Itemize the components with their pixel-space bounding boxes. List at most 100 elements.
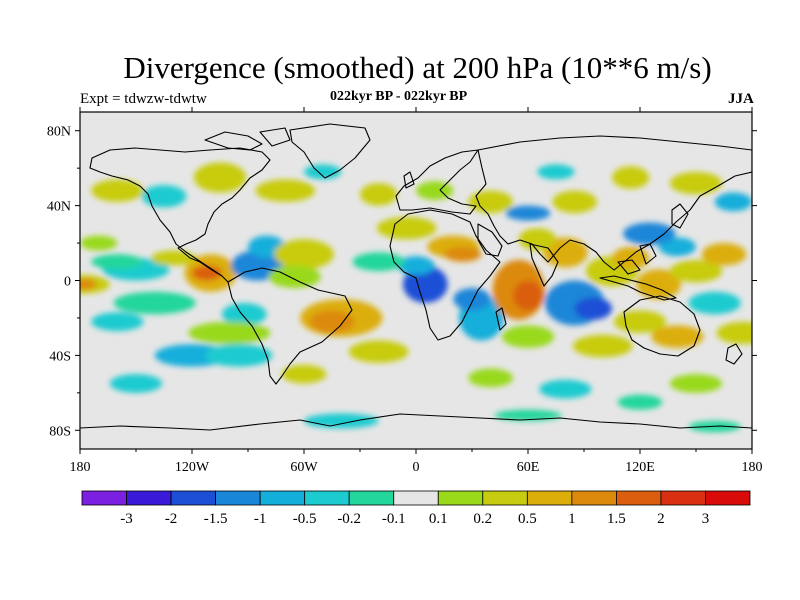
divergence-patch xyxy=(505,205,551,221)
lon-label: 120E xyxy=(625,460,655,475)
colorbar-label: -0.1 xyxy=(382,511,406,527)
divergence-patch xyxy=(309,310,355,333)
divergence-patch xyxy=(636,269,682,300)
lon-label: 180 xyxy=(70,460,91,475)
coast-arctic-islands xyxy=(204,127,291,151)
divergence-patch xyxy=(352,252,405,272)
divergence-patch xyxy=(542,237,588,268)
colorbar-label: -1.5 xyxy=(204,511,228,527)
colorbar-label: -0.5 xyxy=(293,511,317,527)
divergence-patch xyxy=(274,239,334,270)
colorbar-label: -3 xyxy=(120,511,133,527)
divergence-patch xyxy=(91,312,144,332)
divergence-patch xyxy=(539,379,592,399)
divergence-patch xyxy=(91,254,144,270)
lon-label: 60W xyxy=(290,460,318,475)
colorbar-label: 1.5 xyxy=(607,511,626,527)
colorbar-swatch xyxy=(170,490,216,506)
period-subtitle: 022kyr BP - 022kyr BP xyxy=(330,89,468,104)
coast-south-america xyxy=(227,267,353,385)
divergence-patch xyxy=(612,166,650,189)
divergence-patch xyxy=(268,265,321,288)
colorbar-swatch xyxy=(81,490,127,506)
divergence-patch xyxy=(468,190,514,214)
divergence-patch xyxy=(453,287,491,311)
divergence-patch xyxy=(376,216,437,240)
colorbar: -3 -2 -1.5 -1 -0.5 -0.2 -0.1 0.1 0.2 0.5 1 1.5 2 3 xyxy=(81,490,751,527)
divergence-patch xyxy=(518,228,556,251)
colorbar-label: -0.2 xyxy=(337,511,361,527)
divergence-patch xyxy=(513,280,543,311)
coast-africa xyxy=(389,209,501,341)
divergence-patch xyxy=(397,256,435,275)
divergence-patch xyxy=(221,302,267,326)
divergence-patch xyxy=(141,185,187,208)
colorbar-swatch xyxy=(482,490,528,506)
chart-title: Divergence (smoothed) at 200 hPa (10**6 … xyxy=(123,50,712,85)
divergence-patch xyxy=(716,321,752,345)
divergence-field xyxy=(80,162,752,433)
lat-label: 40S xyxy=(49,349,71,364)
colorbar-swatch xyxy=(304,490,350,506)
colorbar-swatch xyxy=(616,490,662,506)
divergence-patch xyxy=(444,246,482,262)
divergence-patch xyxy=(658,237,696,257)
latitude-axis: 80N 40N 0 40S 80S xyxy=(47,125,757,439)
divergence-patch xyxy=(617,394,663,410)
divergence-patch xyxy=(304,413,379,429)
divergence-patch xyxy=(205,344,273,367)
divergence-patch xyxy=(150,250,196,266)
colorbar-swatch xyxy=(126,490,172,506)
coast-new-zealand xyxy=(725,343,743,365)
colorbar-swatch xyxy=(393,490,439,506)
divergence-patch xyxy=(669,171,723,195)
divergence-patch xyxy=(552,190,598,214)
lat-label: 0 xyxy=(64,275,71,290)
lat-label: 80N xyxy=(47,125,71,140)
divergence-patch xyxy=(574,297,612,320)
divergence-patch xyxy=(192,265,222,281)
divergence-patch xyxy=(188,321,271,345)
divergence-patch xyxy=(91,179,144,202)
coast-antarctica xyxy=(80,413,752,431)
coast-asia xyxy=(475,135,752,271)
divergence-patch xyxy=(360,183,398,206)
divergence-patch xyxy=(494,409,562,421)
colorbar-label: -2 xyxy=(165,511,178,527)
divergence-patch xyxy=(468,368,514,388)
experiment-label: Expt = tdwzw-tdwtw xyxy=(80,91,207,107)
coast-australia xyxy=(623,295,701,357)
divergence-patch xyxy=(281,364,327,384)
divergence-patch xyxy=(688,291,741,315)
divergence-patch xyxy=(80,278,97,290)
colorbar-label: 0.5 xyxy=(518,511,537,527)
lat-label: 80S xyxy=(49,424,71,439)
colorbar-label: 0.2 xyxy=(473,511,492,527)
lon-label: 60E xyxy=(517,460,540,475)
colorbar-swatch xyxy=(348,490,395,506)
coast-india xyxy=(529,243,559,287)
colorbar-swatch xyxy=(259,490,306,506)
colorbar-swatch xyxy=(705,490,751,506)
divergence-patch xyxy=(109,374,163,393)
divergence-patch xyxy=(669,374,723,393)
colorbar-label: 1 xyxy=(568,511,576,527)
lat-label: 40N xyxy=(47,200,71,215)
colorbar-label: 3 xyxy=(702,511,710,527)
colorbar-swatch xyxy=(526,490,573,506)
divergence-patch xyxy=(255,179,316,202)
colorbar-swatch xyxy=(215,490,261,506)
coast-uk xyxy=(403,171,415,189)
season-label: JJA xyxy=(728,91,754,107)
divergence-patch xyxy=(714,192,752,212)
coast-japan xyxy=(671,203,689,229)
lon-label: 180 xyxy=(742,460,763,475)
coast-madagascar xyxy=(495,307,507,331)
divergence-patch xyxy=(669,259,723,283)
coast-europe xyxy=(395,149,479,215)
colorbar-label: -1 xyxy=(254,511,267,527)
longitude-axis: 180 120W 60W 0 60E 120E 180 xyxy=(70,107,763,475)
lon-label: 120W xyxy=(175,460,210,475)
divergence-patch xyxy=(651,325,704,348)
